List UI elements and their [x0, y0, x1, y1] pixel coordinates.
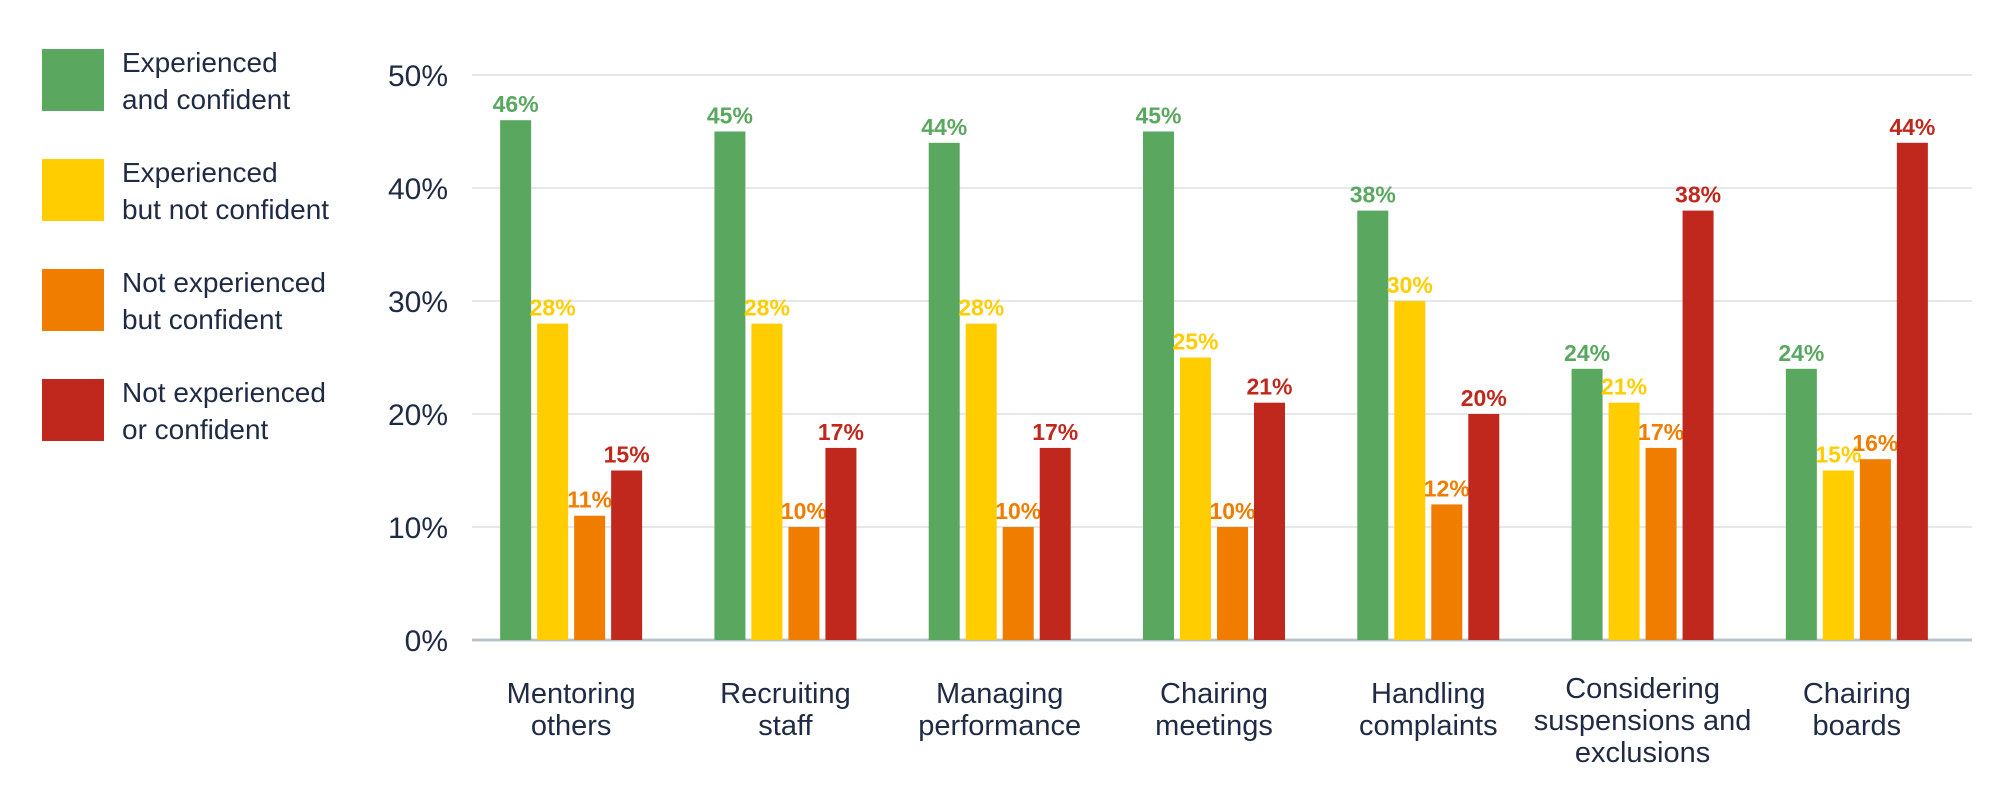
y-tick-label: 40%	[388, 173, 448, 206]
data-label: 45%	[707, 103, 753, 129]
bar	[611, 470, 643, 640]
data-label: 10%	[995, 498, 1041, 524]
bar	[788, 527, 820, 640]
y-tick-label: 10%	[388, 512, 448, 545]
legend-item-not-experienced-not-confident: Not experienced or confident	[40, 374, 380, 484]
y-tick-label: 0%	[405, 625, 448, 658]
bar	[1254, 402, 1285, 640]
bar	[1357, 210, 1389, 640]
legend-label: Experienced but not confident	[122, 157, 330, 225]
y-tick-label: 50%	[388, 60, 448, 93]
bar	[1645, 447, 1677, 640]
data-label: 12%	[1424, 475, 1470, 501]
data-label: 17%	[1032, 419, 1078, 445]
data-label: 44%	[921, 114, 967, 140]
x-category-label: Managing performance	[918, 678, 1081, 742]
chart-legend: Experienced and confident Experienced bu…	[40, 44, 380, 484]
bar	[1608, 402, 1640, 640]
bar	[1468, 414, 1500, 640]
legend-label: Not experienced but confident	[122, 267, 326, 335]
data-label: 38%	[1350, 182, 1396, 208]
data-label: 44%	[1889, 114, 1935, 140]
data-label: 16%	[1852, 430, 1898, 456]
bar	[1180, 357, 1211, 640]
data-label: 28%	[744, 295, 790, 321]
bar	[1143, 131, 1174, 640]
data-label: 25%	[1172, 329, 1218, 355]
bar	[714, 131, 746, 640]
data-label: 28%	[958, 295, 1004, 321]
x-category-label: Chairing boards	[1803, 678, 1911, 742]
y-tick-label: 30%	[388, 286, 448, 319]
data-label: 10%	[781, 498, 827, 524]
x-category-label: Handling complaints	[1359, 678, 1498, 742]
bar	[1785, 368, 1817, 640]
x-category-label: Recruiting staff	[720, 678, 851, 742]
x-category-label: Considering suspensions and exclusions	[1534, 673, 1752, 769]
bar	[1682, 210, 1714, 640]
data-label: 15%	[604, 442, 650, 468]
bar	[928, 142, 960, 641]
legend-label: Not experienced or confident	[122, 377, 326, 445]
legend-item-not-experienced-confident: Not experienced but confident	[40, 264, 380, 374]
bar	[1002, 527, 1034, 640]
data-label: 28%	[530, 295, 576, 321]
bar	[537, 323, 569, 640]
bar	[1431, 504, 1463, 640]
legend-item-experienced-not-confident: Experienced but not confident	[40, 154, 380, 264]
data-label: 38%	[1675, 182, 1721, 208]
bar	[1394, 301, 1426, 640]
legend-item-experienced-confident: Experienced and confident	[40, 44, 380, 154]
legend-swatch	[42, 269, 104, 331]
bar	[574, 515, 606, 640]
legend-swatch	[42, 159, 104, 221]
legend-swatch	[42, 49, 104, 111]
data-label: 17%	[1638, 419, 1684, 445]
bar	[965, 323, 997, 640]
bar	[751, 323, 783, 640]
data-label: 24%	[1564, 340, 1610, 366]
data-label: 21%	[1601, 374, 1647, 400]
bar	[500, 120, 532, 640]
data-label: 20%	[1461, 385, 1507, 411]
data-label: 45%	[1135, 103, 1181, 129]
legend-label: Experienced and confident	[122, 47, 291, 115]
data-label: 15%	[1815, 442, 1861, 468]
x-category-label: Chairing meetings	[1155, 678, 1273, 742]
data-label: 30%	[1387, 272, 1433, 298]
data-label: 17%	[818, 419, 864, 445]
bar	[1896, 142, 1928, 641]
bar	[1217, 527, 1248, 640]
bar	[1859, 459, 1891, 640]
legend-swatch	[42, 379, 104, 441]
data-label: 46%	[493, 91, 539, 117]
data-label: 11%	[567, 487, 612, 513]
data-label: 24%	[1778, 340, 1824, 366]
data-label: 10%	[1209, 498, 1255, 524]
x-category-label: Mentoring others	[507, 678, 636, 742]
data-label: 21%	[1246, 374, 1292, 400]
bar	[1822, 470, 1854, 640]
y-tick-label: 20%	[388, 399, 448, 432]
bar	[825, 447, 857, 640]
bar	[1039, 447, 1071, 640]
bar	[1571, 368, 1603, 640]
